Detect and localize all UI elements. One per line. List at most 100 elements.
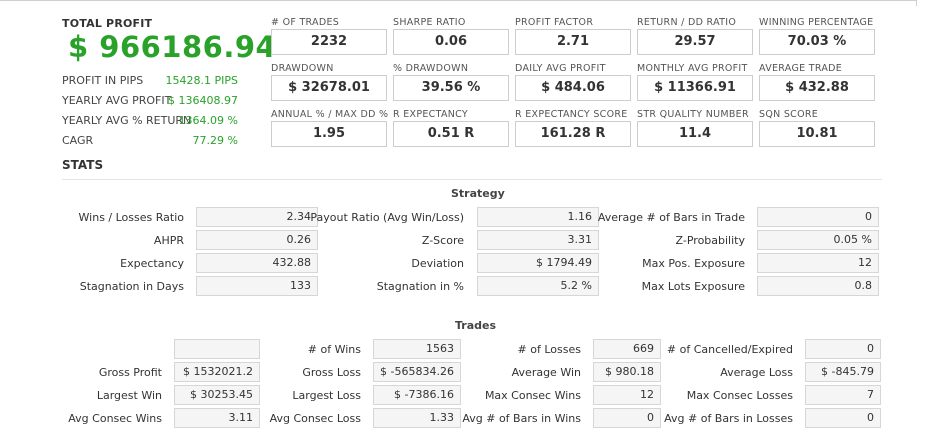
- strategy-value: 432.88: [196, 253, 318, 273]
- metric-value: $ 484.06: [515, 75, 631, 101]
- strategy-label: Max Pos. Exposure: [642, 257, 745, 270]
- metric-value: 0.51 R: [393, 121, 509, 147]
- strategy-value: 0.8: [757, 276, 879, 296]
- metric-value: 2232: [271, 29, 387, 55]
- trades-label: # of Cancelled/Expired: [666, 343, 793, 356]
- trades-label: Max Consec Losses: [686, 389, 793, 402]
- strategy-label: Z-Probability: [675, 234, 745, 247]
- total-profit-label: TOTAL PROFIT: [62, 17, 153, 30]
- strategy-value: 3.31: [477, 230, 599, 250]
- strategy-value: 0: [757, 207, 879, 227]
- metric-label: R EXPECTANCY SCORE: [515, 109, 628, 120]
- strategy-value: 0.05 %: [757, 230, 879, 250]
- summary-row-profit-pips: PROFIT IN PIPS 15428.1 PIPS: [62, 72, 238, 90]
- strategy-label: Max Lots Exposure: [641, 280, 745, 293]
- strategy-label: Deviation: [411, 257, 464, 270]
- trades-value: 0: [593, 408, 661, 428]
- trades-value: $ -565834.26: [373, 362, 461, 382]
- metric-label: DAILY AVG PROFIT: [515, 63, 606, 74]
- metric-return-dd-ratio: RETURN / DD RATIO 29.57: [637, 17, 755, 55]
- strategy-label: Stagnation in %: [376, 280, 464, 293]
- strategy-label: Payout Ratio (Avg Win/Loss): [310, 211, 464, 224]
- trades-value: 7: [805, 385, 881, 405]
- summary-row-yearly-avg-return: YEARLY AVG % RETURN 1364.09 %: [62, 112, 238, 130]
- metric-label: % DRAWDOWN: [393, 63, 469, 74]
- metric-label: MONTHLY AVG PROFIT: [637, 63, 748, 74]
- metric-profit-factor: PROFIT FACTOR 2.71: [515, 17, 633, 55]
- trades-label: Average Loss: [720, 366, 793, 379]
- trades-value: 0: [805, 339, 881, 359]
- top-border: [0, 0, 925, 6]
- summary-value: 1364.09 %: [178, 114, 238, 127]
- strategy-value: 2.34: [196, 207, 318, 227]
- metric-value: 11.4: [637, 121, 753, 147]
- strategy-value: 0.26: [196, 230, 318, 250]
- trades-value: $ -7386.16: [373, 385, 461, 405]
- strategy-value: 133: [196, 276, 318, 296]
- strategy-label: Wins / Losses Ratio: [78, 211, 184, 224]
- metric-num-trades: # OF TRADES 2232: [271, 17, 389, 55]
- metric-sharpe-ratio: SHARPE RATIO 0.06: [393, 17, 511, 55]
- trades-value: 12: [593, 385, 661, 405]
- metric-drawdown: DRAWDOWN $ 32678.01: [271, 63, 389, 101]
- metric-average-trade: AVERAGE TRADE $ 432.88: [759, 63, 877, 101]
- metric-label: DRAWDOWN: [271, 63, 334, 74]
- trades-empty-box: [174, 339, 260, 359]
- stats-heading: STATS: [62, 158, 104, 172]
- trades-value: $ -845.79: [805, 362, 881, 382]
- trades-value: 669: [593, 339, 661, 359]
- metric-label: AVERAGE TRADE: [759, 63, 843, 74]
- metric-label: ANNUAL % / MAX DD %: [271, 109, 389, 120]
- strategy-label: Stagnation in Days: [79, 280, 184, 293]
- metric-sqn-score: SQN SCORE 10.81: [759, 109, 877, 147]
- metric-str-quality-number: STR QUALITY NUMBER 11.4: [637, 109, 755, 147]
- trades-label: Average Win: [511, 366, 581, 379]
- metric-label: # OF TRADES: [271, 17, 340, 28]
- summary-value: $ 136408.97: [168, 94, 238, 107]
- metric-label: STR QUALITY NUMBER: [637, 109, 749, 120]
- summary-label: PROFIT IN PIPS: [62, 74, 144, 87]
- metric-value: 0.06: [393, 29, 509, 55]
- trades-heading: Trades: [455, 319, 497, 332]
- metric-monthly-avg-profit: MONTHLY AVG PROFIT $ 11366.91: [637, 63, 755, 101]
- strategy-heading: Strategy: [451, 187, 505, 200]
- metric-value: 39.56 %: [393, 75, 509, 101]
- metric-value: $ 32678.01: [271, 75, 387, 101]
- top-border-line: [0, 0, 917, 1]
- metric-label: RETURN / DD RATIO: [637, 17, 737, 28]
- trades-value: $ 1532021.2: [174, 362, 260, 382]
- summary-value: 77.29 %: [192, 134, 238, 147]
- trades-label: Avg # of Bars in Losses: [664, 412, 793, 425]
- metric-winning-percentage: WINNING PERCENTAGE 70.03 %: [759, 17, 877, 55]
- metric-r-expectancy: R EXPECTANCY 0.51 R: [393, 109, 511, 147]
- metric-label: WINNING PERCENTAGE: [759, 17, 874, 28]
- metric-label: SQN SCORE: [759, 109, 819, 120]
- trades-value: 1.33: [373, 408, 461, 428]
- strategy-value: $ 1794.49: [477, 253, 599, 273]
- trades-label: Avg Consec Loss: [269, 412, 361, 425]
- trades-label: # of Wins: [307, 343, 361, 356]
- trades-label: Avg Consec Wins: [68, 412, 162, 425]
- metric-value: 29.57: [637, 29, 753, 55]
- trades-value: 0: [805, 408, 881, 428]
- strategy-value: 12: [757, 253, 879, 273]
- trades-value: 3.11: [174, 408, 260, 428]
- strategy-label: AHPR: [153, 234, 184, 247]
- stats-divider: [62, 179, 882, 180]
- top-border-corner: [916, 0, 917, 6]
- summary-label: YEARLY AVG PROFIT: [62, 94, 172, 107]
- summary-value: 15428.1 PIPS: [165, 74, 238, 87]
- trades-value: $ 30253.45: [174, 385, 260, 405]
- summary-row-yearly-avg-profit: YEARLY AVG PROFIT $ 136408.97: [62, 92, 238, 110]
- strategy-label: Z-Score: [421, 234, 464, 247]
- metric-value: 10.81: [759, 121, 875, 147]
- trades-label: Max Consec Wins: [484, 389, 581, 402]
- trades-label: Avg # of Bars in Wins: [462, 412, 581, 425]
- summary-label: YEARLY AVG % RETURN: [62, 114, 192, 127]
- trades-label: Gross Profit: [98, 366, 162, 379]
- trades-value: 1563: [373, 339, 461, 359]
- metric-value: 70.03 %: [759, 29, 875, 55]
- metric-value: 2.71: [515, 29, 631, 55]
- trades-label: Largest Win: [96, 389, 162, 402]
- metric-label: PROFIT FACTOR: [515, 17, 594, 28]
